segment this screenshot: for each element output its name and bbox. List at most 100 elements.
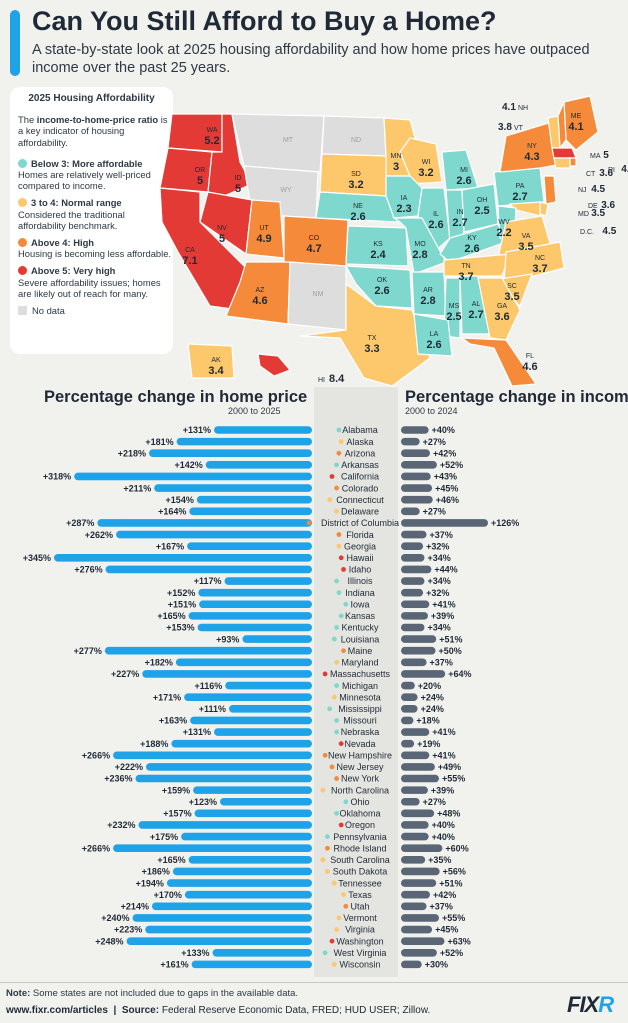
state-ratio-dot xyxy=(336,450,342,456)
map-callout-abbr: MD xyxy=(578,211,589,218)
state-name-label: Michigan xyxy=(342,681,378,691)
income-bar xyxy=(401,635,437,643)
state-shape-ar xyxy=(411,271,447,317)
home-price-bar xyxy=(189,507,312,516)
home-price-bar xyxy=(97,519,312,527)
map-callout-ratio: 3.6 xyxy=(601,200,615,211)
income-chart-subtitle: 2000 to 2024 xyxy=(405,406,458,416)
income-label: +49% xyxy=(438,762,461,772)
home-price-bar xyxy=(113,751,312,760)
income-bar xyxy=(401,530,427,539)
state-name-label: Virginia xyxy=(345,925,375,935)
income-bar xyxy=(401,763,435,771)
home-price-bar xyxy=(187,542,312,550)
map-callout-ratio: 3.6 xyxy=(599,168,613,179)
income-label: +42% xyxy=(433,448,456,458)
source-line: www.fixr.com/articles | Source: Federal … xyxy=(6,1005,430,1016)
home-price-label: +214% xyxy=(121,901,149,911)
home-price-label: +223% xyxy=(114,925,142,935)
income-label: +45% xyxy=(435,483,458,493)
map-state-abbr: KS xyxy=(373,241,383,248)
map-state-abbr: CA xyxy=(185,247,195,254)
legend-item-above-4: Above 4: High Housing is becoming less a… xyxy=(18,237,173,259)
home-price-label: +165% xyxy=(157,611,185,621)
state-name-label: Utah xyxy=(350,901,369,911)
home-price-bar xyxy=(214,728,312,736)
legend-item-3-to-4: 3 to 4: Normal range Considered the trad… xyxy=(18,197,173,231)
map-state-abbr: ID xyxy=(235,175,242,182)
map-state-ratio: 3 xyxy=(393,161,399,173)
income-bar xyxy=(401,937,445,945)
state-name-column-bg xyxy=(314,387,398,977)
legend-item-head: Below 3: More affordable xyxy=(31,157,143,169)
state-name-label: Oregon xyxy=(345,820,375,830)
state-name-label: Arkansas xyxy=(341,460,379,470)
map-state-ratio: 5.2 xyxy=(204,135,219,147)
map-state-abbr: NE xyxy=(353,203,363,210)
income-bar xyxy=(401,612,428,620)
home-price-bar xyxy=(184,890,312,899)
home-price-label: +154% xyxy=(166,495,194,505)
income-bar xyxy=(401,925,433,934)
map-state-ratio: 2.7 xyxy=(468,309,483,321)
state-ratio-dot xyxy=(334,578,339,584)
state-name-label: Minnesota xyxy=(339,692,381,702)
map-state-abbr: GA xyxy=(497,303,507,310)
income-label: +34% xyxy=(427,576,450,586)
state-name-label: Washington xyxy=(336,936,383,946)
income-bar xyxy=(401,856,426,864)
state-name-label: Colorado xyxy=(342,483,379,493)
map-state-abbr: VA xyxy=(522,233,531,240)
map-state-ratio: 3.2 xyxy=(348,179,363,191)
state-name-label: Tennessee xyxy=(338,878,382,888)
map-callout-abbr: DE xyxy=(588,203,598,210)
map-state-ratio: 5 xyxy=(197,175,203,187)
map-state-abbr: NM xyxy=(313,291,324,298)
income-bar xyxy=(401,437,420,446)
map-state-ratio: 2.8 xyxy=(420,295,435,307)
income-chart-title: Percentage change in income xyxy=(405,388,628,406)
income-bar xyxy=(401,797,420,806)
state-ratio-dot xyxy=(322,671,328,677)
map-state-abbr: WY xyxy=(280,187,292,194)
income-label: +24% xyxy=(421,704,444,714)
income-bar xyxy=(401,623,425,632)
state-name-label: Mississippi xyxy=(338,704,382,714)
map-state-ratio: 2.6 xyxy=(456,175,471,187)
map-state-ratio: 2.5 xyxy=(474,205,489,217)
income-bar xyxy=(401,670,446,678)
home-price-bar xyxy=(197,623,312,632)
home-price-label: +236% xyxy=(104,774,132,784)
state-name-label: Idaho xyxy=(349,565,372,575)
home-price-bar xyxy=(228,705,312,713)
home-price-label: +345% xyxy=(23,553,51,563)
home-price-label: +131% xyxy=(183,425,211,435)
home-price-bar xyxy=(220,797,312,806)
income-bar xyxy=(401,832,429,841)
map-callout-abbr: RI xyxy=(608,167,615,174)
map-state-abbr: IL xyxy=(433,211,439,218)
source-separator: | xyxy=(113,1005,117,1016)
map-state-ratio: 2.6 xyxy=(350,211,365,223)
state-ratio-dot xyxy=(334,659,339,665)
source-url[interactable]: www.fixr.com/articles xyxy=(6,1005,108,1016)
home-price-label: +262% xyxy=(85,530,113,540)
orange-dot-icon xyxy=(18,238,27,248)
state-name-label: Delaware xyxy=(341,507,379,517)
home-price-bar xyxy=(181,832,312,841)
home-price-label: +266% xyxy=(82,843,110,853)
map-state-abbr: CO xyxy=(309,235,320,242)
map-callout-ratio: 5 xyxy=(603,150,609,161)
legend-item-nodata: No data xyxy=(18,305,173,316)
map-state-abbr: MO xyxy=(414,241,426,248)
map-state-abbr: FL xyxy=(526,353,534,360)
home-price-bar xyxy=(225,681,312,690)
map-state-ratio: 4.7 xyxy=(306,243,321,255)
legend-intro-bold: income-to-home-price ratio xyxy=(36,114,159,126)
state-ratio-dot xyxy=(334,776,339,781)
home-price-bar xyxy=(54,553,312,562)
income-label: +42% xyxy=(433,890,456,900)
state-ratio-dot xyxy=(334,485,339,491)
state-ratio-dot xyxy=(334,729,339,735)
state-name-label: Kentucky xyxy=(341,623,379,633)
